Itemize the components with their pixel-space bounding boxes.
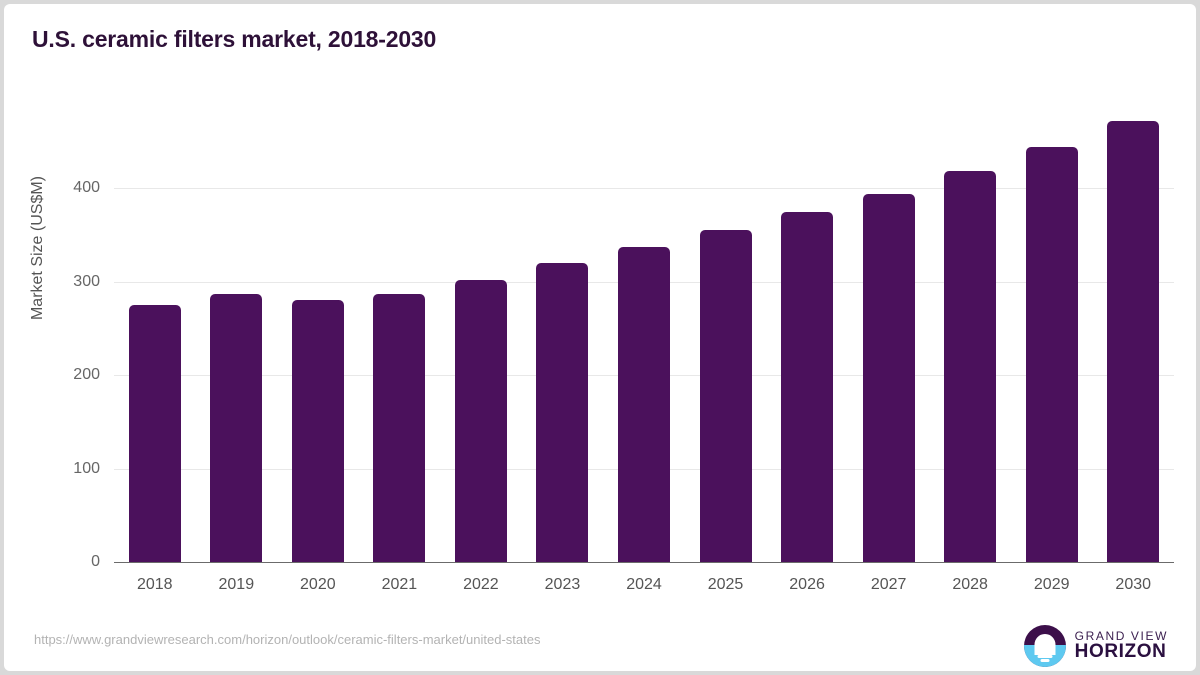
y-tick-label: 100 <box>73 459 100 477</box>
x-tick-label: 2018 <box>136 576 173 593</box>
bar-slot: 2025 <box>685 104 767 593</box>
y-tick-label: 400 <box>73 179 100 197</box>
x-tick-label: 2030 <box>1115 576 1152 593</box>
bar[interactable] <box>617 247 670 562</box>
bar[interactable] <box>1107 120 1160 562</box>
y-tick-label: 300 <box>73 272 100 290</box>
plot-area: 2018 2019 2020 2021 2022 2023 2024 2025 2026 2027… <box>114 104 1174 593</box>
y-tick-label: 0 <box>91 553 100 570</box>
logo-dome-shape <box>1034 634 1056 656</box>
bar[interactable] <box>536 262 589 562</box>
x-tick-label: 2027 <box>870 576 907 593</box>
bar-slot: 2024 <box>603 104 685 593</box>
y-axis-tick-labels: 0 100 200 300 400 <box>38 104 100 570</box>
logo-top-text: GRAND VIEW <box>1074 628 1168 643</box>
logo-line-lower <box>1040 659 1050 662</box>
bar-slot: 2027 <box>848 104 930 593</box>
y-tick-label: 200 <box>73 366 100 384</box>
logo-bottom-text: HORIZON <box>1074 641 1167 663</box>
bar[interactable] <box>373 293 426 562</box>
bar[interactable] <box>128 304 181 562</box>
x-tick-label: 2029 <box>1033 576 1070 593</box>
page-title: U.S. ceramic filters market, 2018-2030 <box>32 26 437 52</box>
bar-slot: 2028 <box>929 104 1011 593</box>
logo-line-upper <box>1037 655 1053 658</box>
gridline <box>114 188 1174 190</box>
bar[interactable] <box>699 230 752 562</box>
x-tick-label: 2023 <box>544 576 581 593</box>
bar-slot: 2029 <box>1011 104 1093 593</box>
bar[interactable] <box>454 279 507 562</box>
horizon-sun-icon <box>1023 625 1066 667</box>
bar-slot: 2019 <box>196 104 278 593</box>
x-tick-label: 2019 <box>218 576 255 593</box>
bar[interactable] <box>862 193 915 562</box>
brand-logo: GRAND VIEW HORIZON <box>1023 624 1168 668</box>
logo-wordmark: GRAND VIEW HORIZON <box>1075 630 1168 663</box>
bar-slot: 2018 <box>114 104 196 593</box>
x-tick-label: 2025 <box>707 576 744 593</box>
bar-slot: 2030 <box>1092 104 1174 593</box>
bar[interactable] <box>291 300 344 562</box>
bar-slot: 2026 <box>766 104 848 593</box>
bar-slot: 2023 <box>522 104 604 593</box>
bar-slot: 2021 <box>359 104 441 593</box>
x-tick-label: 2022 <box>463 576 499 593</box>
source-url[interactable]: https://www.grandviewresearch.com/horizo… <box>34 632 541 647</box>
bar[interactable] <box>210 293 263 562</box>
chart-card: U.S. ceramic filters market, 2018-2030 M… <box>4 4 1196 671</box>
gridline <box>114 562 1174 563</box>
bar-slot: 2022 <box>440 104 522 593</box>
x-tick-label: 2026 <box>789 576 825 593</box>
bar[interactable] <box>944 171 997 562</box>
bar[interactable] <box>781 212 834 562</box>
bar-series: 2018 2019 2020 2021 2022 2023 2024 2025 2026 2027… <box>114 104 1174 593</box>
bar-slot: 2020 <box>277 104 359 593</box>
bar[interactable] <box>1025 147 1078 562</box>
x-tick-label: 2021 <box>381 576 418 593</box>
x-tick-label: 2024 <box>626 576 662 593</box>
x-tick-label: 2020 <box>300 576 336 593</box>
x-tick-label: 2028 <box>952 576 988 593</box>
